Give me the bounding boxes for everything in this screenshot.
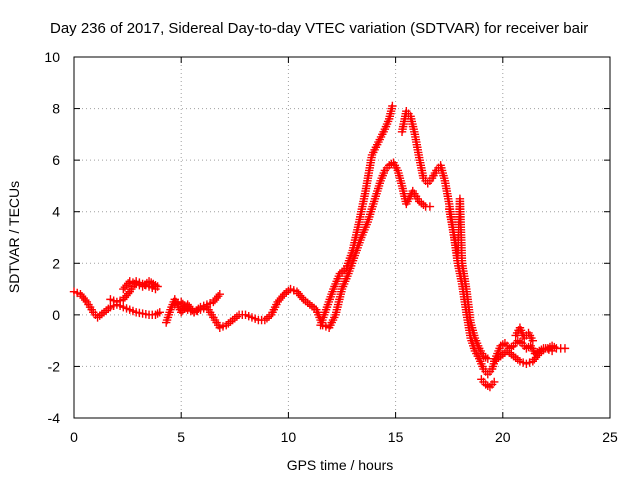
data-point bbox=[490, 377, 499, 387]
data-point-interp bbox=[122, 304, 131, 313]
data-point bbox=[155, 308, 164, 317]
y-tick-label: 4 bbox=[52, 204, 60, 220]
x-tick-label: 15 bbox=[388, 429, 404, 445]
series-7 bbox=[397, 106, 570, 379]
data-point bbox=[125, 305, 134, 314]
data-point-interp bbox=[205, 299, 215, 308]
plot-frame bbox=[73, 56, 611, 419]
y-tick-label: -2 bbox=[48, 358, 61, 374]
x-tick-label: 0 bbox=[70, 429, 78, 445]
y-tick-label: 0 bbox=[52, 307, 60, 323]
data-point-interp bbox=[73, 288, 82, 298]
x-tick-label: 5 bbox=[177, 429, 185, 445]
data-point bbox=[388, 101, 397, 111]
series-11 bbox=[511, 323, 538, 345]
data-point-interp bbox=[115, 296, 125, 305]
data-point bbox=[215, 290, 224, 299]
y-tick-label: 8 bbox=[52, 101, 60, 117]
series-9 bbox=[477, 375, 499, 392]
chart-title: Day 236 of 2017, Sidereal Day-to-day VTE… bbox=[50, 20, 588, 37]
x-tick-label: 10 bbox=[281, 429, 297, 445]
data-point bbox=[125, 277, 134, 286]
y-axis-label: SDTVAR / TECUs bbox=[6, 181, 22, 293]
data-point bbox=[541, 344, 550, 353]
series-5 bbox=[170, 290, 224, 317]
data-point bbox=[560, 344, 570, 353]
data-point-interp bbox=[525, 358, 534, 367]
data-point-interp bbox=[244, 311, 253, 321]
data-point bbox=[69, 287, 79, 296]
data-points bbox=[69, 101, 570, 392]
series-6 bbox=[316, 101, 397, 330]
data-point-interp bbox=[289, 286, 298, 295]
data-point bbox=[196, 302, 205, 312]
y-tick-label: -4 bbox=[48, 410, 61, 426]
data-point bbox=[528, 336, 538, 345]
data-point-interp bbox=[321, 322, 331, 331]
data-point bbox=[547, 346, 557, 356]
data-point bbox=[112, 297, 122, 307]
data-point-interp bbox=[199, 301, 208, 311]
data-point bbox=[106, 295, 115, 304]
series-10 bbox=[490, 344, 557, 369]
data-point bbox=[183, 305, 192, 314]
y-tick-labels: -4 -2 0 2 4 6 8 10 bbox=[44, 49, 60, 426]
data-point bbox=[215, 323, 224, 332]
data-point bbox=[170, 300, 179, 309]
series-3 bbox=[119, 277, 162, 294]
grid-lines bbox=[74, 57, 610, 418]
x-tick-labels: 0 5 10 15 20 25 bbox=[70, 429, 618, 445]
data-point bbox=[106, 302, 115, 312]
data-point bbox=[202, 300, 212, 309]
data-point bbox=[153, 282, 162, 291]
x-tick-label: 20 bbox=[495, 429, 511, 445]
series-8 bbox=[445, 194, 492, 363]
y-tick-label: 6 bbox=[52, 152, 60, 168]
data-point bbox=[286, 284, 295, 294]
data-point bbox=[515, 357, 525, 366]
y-tick-label: 2 bbox=[52, 255, 60, 271]
y-tick-label: 10 bbox=[44, 49, 60, 65]
x-tick-label: 25 bbox=[602, 429, 618, 445]
data-point-interp bbox=[218, 322, 228, 331]
data-point bbox=[522, 359, 531, 369]
data-point bbox=[241, 310, 250, 320]
data-point bbox=[131, 279, 141, 289]
data-point-interp bbox=[250, 314, 260, 323]
data-point-interp bbox=[128, 306, 138, 316]
data-point bbox=[119, 302, 128, 312]
data-point bbox=[483, 354, 492, 363]
data-point bbox=[247, 313, 257, 322]
data-point-interp bbox=[128, 278, 138, 287]
data-point-interp bbox=[544, 345, 554, 354]
x-axis-label: GPS time / hours bbox=[287, 457, 394, 473]
data-point bbox=[425, 202, 435, 211]
